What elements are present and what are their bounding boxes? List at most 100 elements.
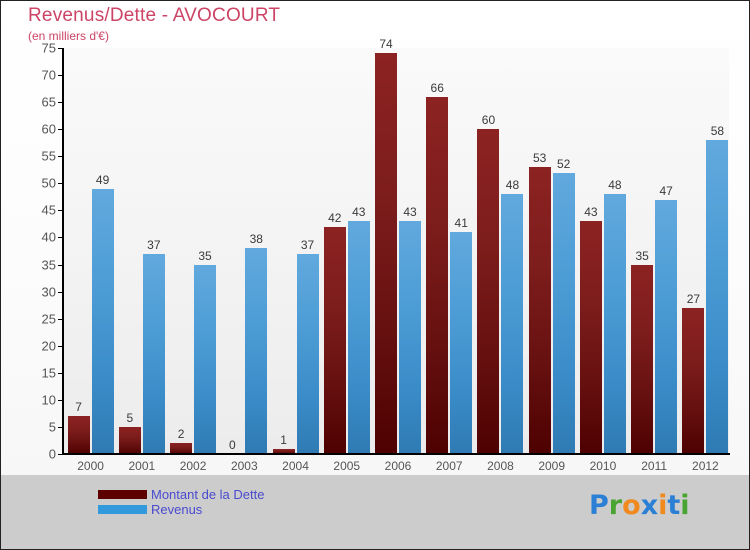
y-axis-tick-label: 75 [41,40,56,56]
bar-group: 74 43 [375,37,421,454]
logo-letter: P [589,490,609,521]
bar-group: 27 58 [682,48,729,454]
bar-revenue[interactable]: 41 [450,216,473,454]
bar-revenue[interactable]: 43 [347,205,370,454]
logo-letter: x [640,490,659,521]
bar-group: 7 49 [67,48,114,454]
x-axis-tick-label: 2001 [128,459,156,473]
bar-revenue[interactable]: 38 [245,232,268,454]
bar-group: 2 35 [170,48,217,454]
bar-debt[interactable]: 42 [323,211,346,454]
y-axis-tick-mark [58,129,63,131]
bar-value-label: 52 [557,156,571,171]
proxiti-logo[interactable]: Proxiti [589,490,690,521]
logo-letter: i [658,490,668,521]
y-axis-tick-mark [58,183,63,185]
bar-revenue[interactable]: 47 [655,184,678,454]
bar-revenue[interactable]: 52 [552,157,575,454]
plot-area: 0 5 10 15 20 25 30 35 40 45 50 55 60 65 70 75 7 49 5 37 2 35… [42,37,729,462]
chart-subtitle: (en milliers d'€) [28,29,109,43]
bar-revenue[interactable]: 58 [706,124,729,454]
bar-value-label: 42 [328,210,342,225]
y-axis-tick-label: 20 [41,338,56,354]
bar-group: 1 37 [272,48,319,454]
bar-debt[interactable]: 2 [170,427,193,454]
chart-title: Revenus/Dette - AVOCOURT [28,5,281,26]
bar-value-label: 66 [430,80,444,95]
y-axis-tick-label: 15 [41,365,56,381]
bar-value-label: 27 [686,291,701,306]
x-axis-tick-label: 2012 [692,459,719,473]
bar-value-label: 43 [403,205,417,220]
bar-debt[interactable]: 74 [375,37,397,454]
bar-revenue[interactable]: 43 [399,205,421,454]
y-axis-tick-label: 70 [41,67,56,83]
title-block: Revenus/Dette - AVOCOURT (en milliers d'… [28,6,280,42]
bar-debt[interactable]: 27 [682,292,705,454]
bar-debt[interactable]: 35 [631,249,654,454]
y-axis-tick-mark [58,237,63,239]
legend-swatch-revenue-icon [98,505,147,514]
bar-group: 5 37 [118,48,165,454]
bar-value-label: 74 [379,37,393,52]
bar-value-label: 35 [635,248,649,263]
x-axis-tick-label: 2005 [333,459,361,473]
bar-revenue[interactable]: 49 [91,173,114,454]
legend-item-revenue[interactable]: Revenus [98,502,264,517]
x-axis-tick-label: 2002 [179,459,207,473]
chart-legend: Montant de la Dette Revenus [98,487,264,517]
y-axis-tick-mark [58,156,63,158]
x-axis-tick-label: 2004 [282,459,309,473]
bar-debt[interactable]: 5 [118,411,141,454]
y-axis-tick-label: 65 [41,94,56,110]
legend-swatch-debt-icon [98,490,147,499]
bar-revenue[interactable]: 37 [142,238,165,454]
y-axis-tick-mark [58,399,63,401]
bar-value-label: 48 [505,178,520,193]
bar-value-label: 38 [249,232,263,247]
bar-revenue[interactable]: 48 [501,178,524,454]
bar-value-label: 48 [608,178,622,193]
y-axis-tick-mark [58,48,63,49]
y-axis-tick-label: 30 [41,284,56,300]
bar-value-label: 58 [710,124,725,139]
bar-group: 53 52 [528,48,575,454]
bar-value-label: 43 [352,205,366,220]
y-axis-tick-mark [58,210,63,212]
bar-revenue[interactable]: 37 [296,238,319,454]
x-axis-tick-label: 2007 [435,459,463,473]
bar-debt[interactable]: 1 [272,433,295,454]
logo-letter: o [622,490,641,521]
y-axis-tick-label: 25 [41,311,56,327]
legend-item-debt[interactable]: Montant de la Dette [98,487,264,502]
bar-debt[interactable]: 66 [426,81,449,454]
y-axis-tick-mark [58,318,63,320]
bar-group: 0 38 [221,48,268,454]
bar-value-label: 7 [75,400,82,415]
legend-label-revenue: Revenus [151,502,203,517]
y-axis-tick-label: 35 [41,257,56,273]
bar-debt[interactable]: 43 [579,205,602,454]
x-axis-tick-label: 2003 [230,459,258,473]
y-axis-tick-mark [58,454,63,455]
bar-debt[interactable]: 60 [477,113,500,454]
y-axis-tick-mark [58,102,63,104]
bar-group: 60 48 [477,48,524,454]
bar-group: 35 47 [631,48,678,454]
y-axis-tick-mark [58,75,63,77]
bar-revenue[interactable]: 48 [603,178,626,454]
y-axis-tick-label: 45 [41,202,56,218]
legend-label-debt: Montant de la Dette [151,487,265,502]
bar-group: 42 43 [323,48,370,454]
bar-group: 66 41 [426,48,473,454]
bar-debt[interactable]: 7 [67,400,90,454]
y-axis-tick-mark [58,264,63,266]
bar-debt[interactable]: 53 [528,151,551,454]
x-axis-tick-label: 2006 [384,459,412,473]
bar-value-label: 2 [177,427,185,442]
bar-value-label: 35 [198,248,212,263]
bar-value-label: 0 [228,438,236,452]
bar-revenue[interactable]: 35 [194,249,217,454]
bar-group: 43 48 [579,48,626,454]
